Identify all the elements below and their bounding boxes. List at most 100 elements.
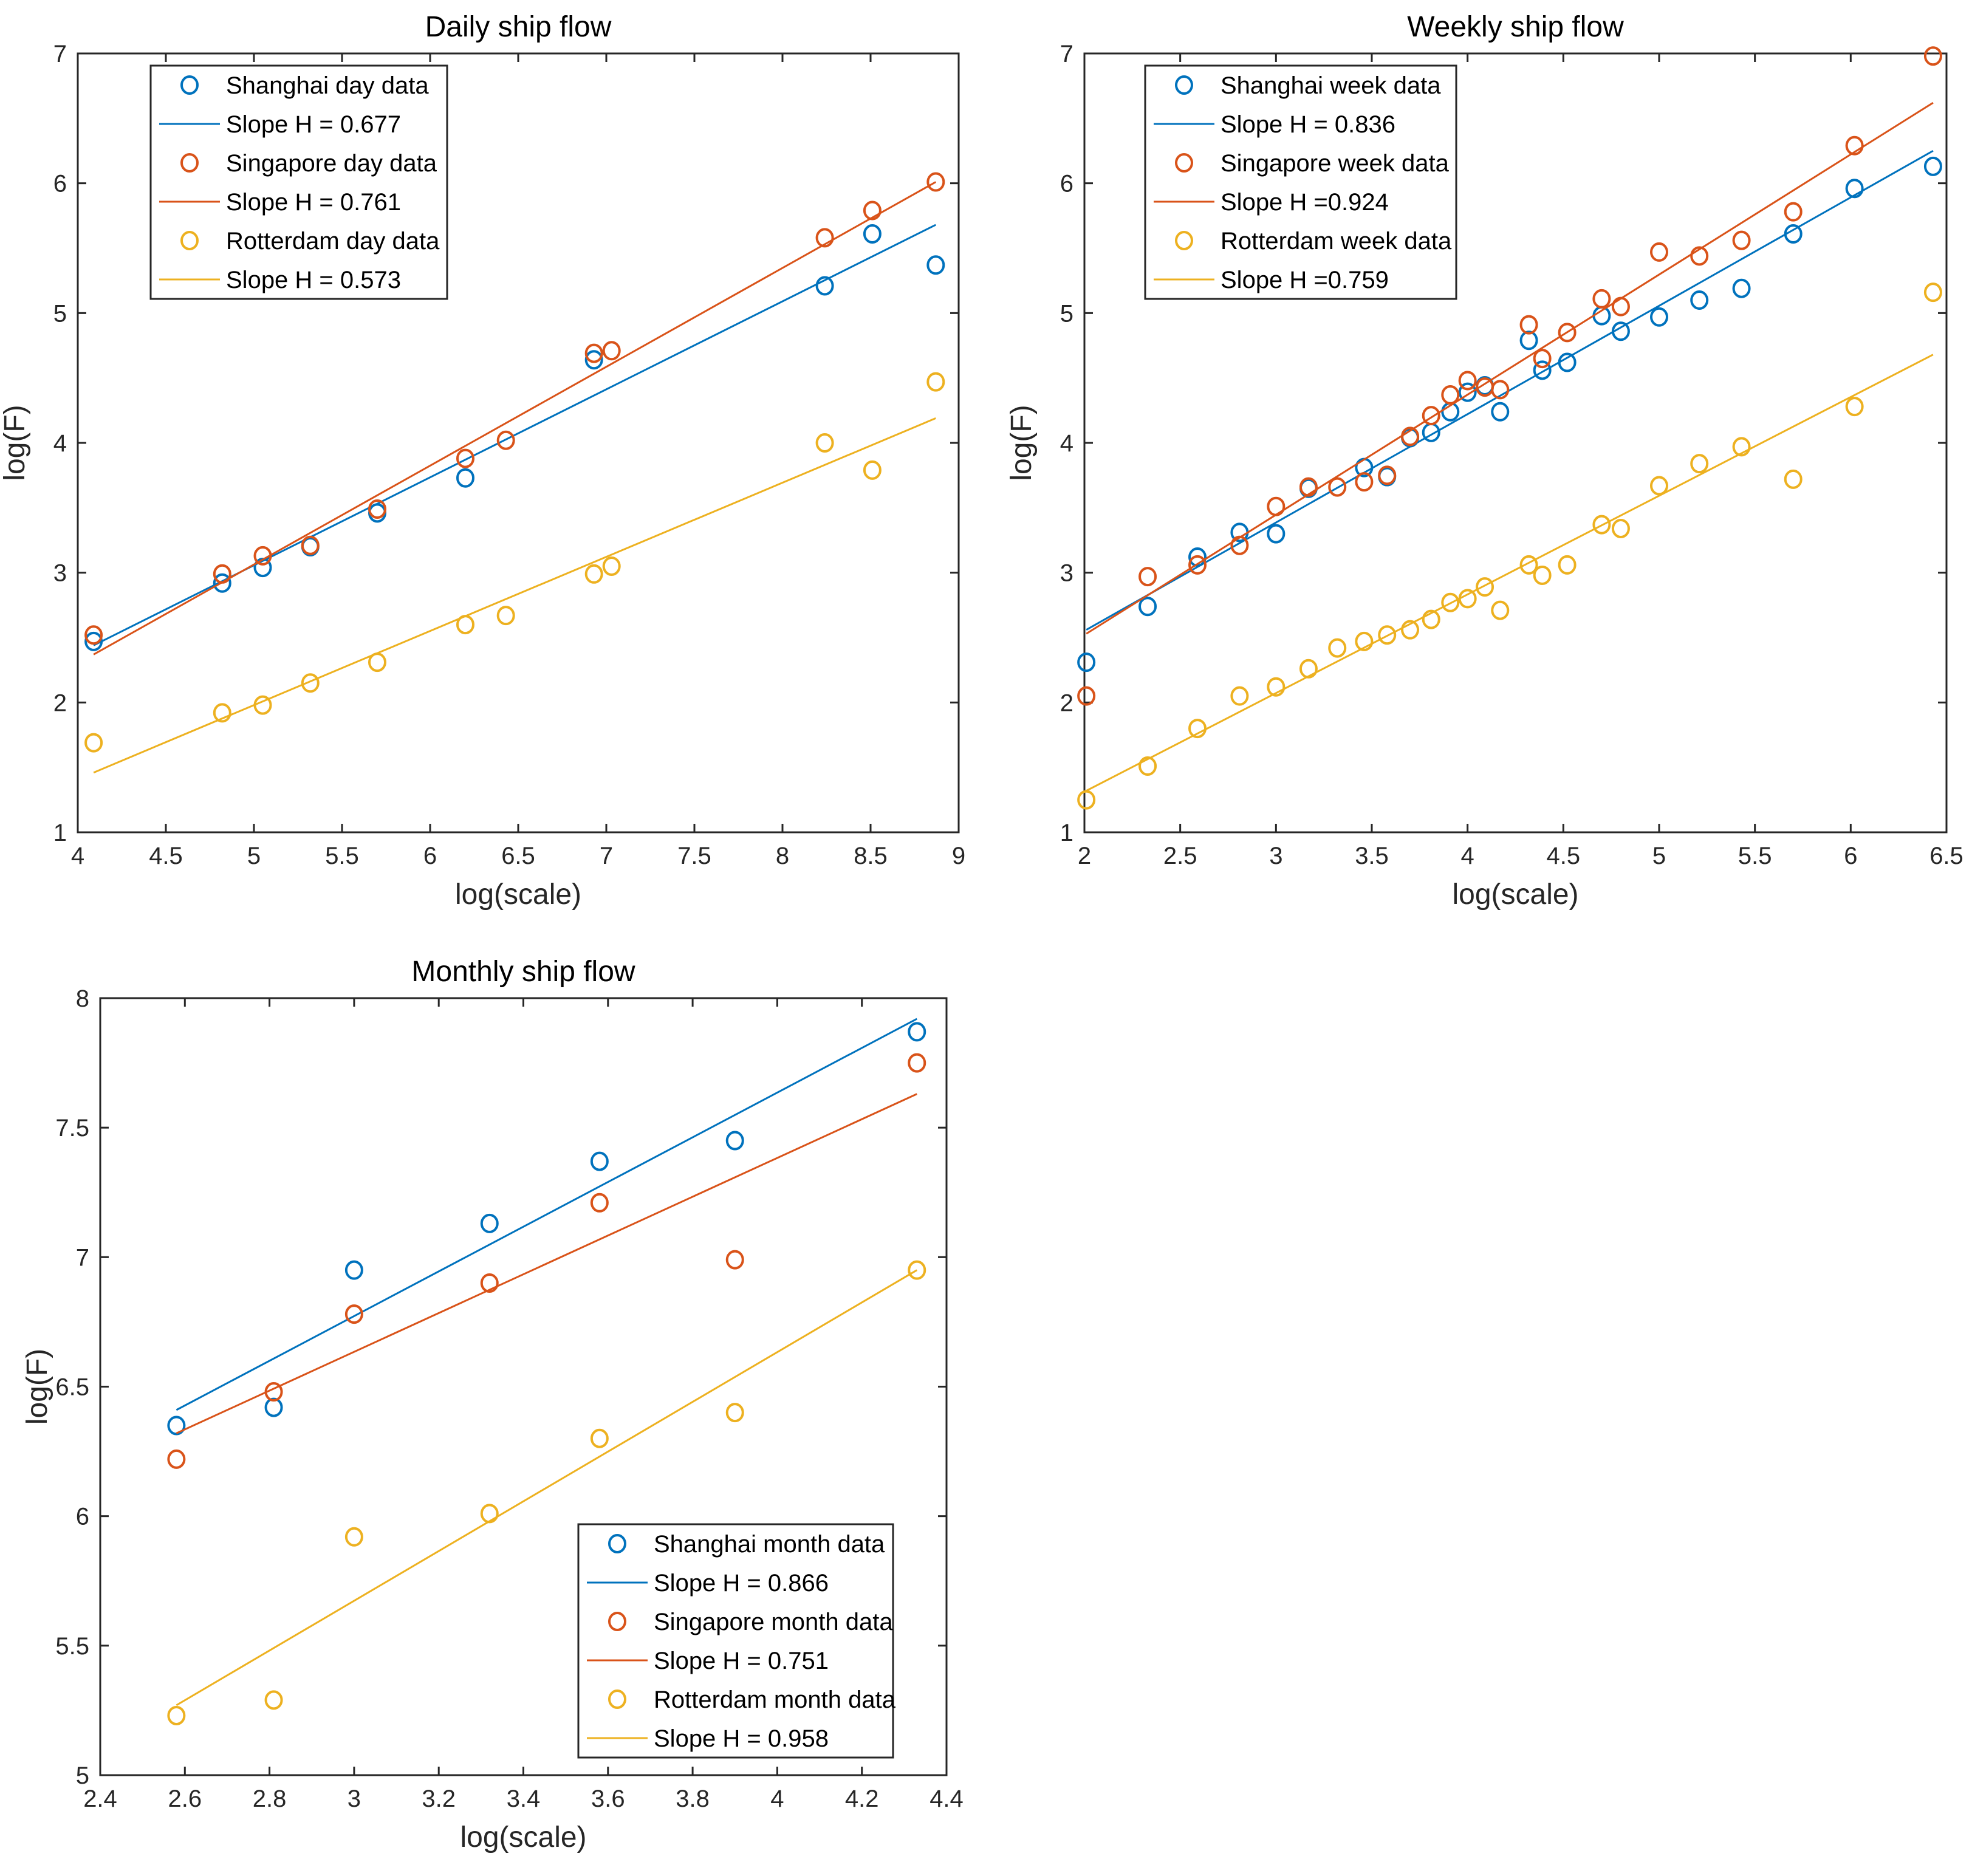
legend-marker: [180, 75, 199, 95]
data-point: [1611, 296, 1630, 317]
data-point: [725, 1131, 744, 1151]
data-point: [1401, 620, 1420, 640]
data-point: [1077, 686, 1096, 706]
series-rotterdam-month-data: [167, 1260, 926, 1725]
data-point: [1519, 330, 1538, 351]
legend-entry-fit: Slope H = 0.751: [654, 1648, 829, 1674]
y-tick-label: 1: [53, 820, 67, 846]
data-point: [253, 695, 272, 715]
x-tick-label: 3.2: [422, 1785, 456, 1812]
legend-box: [1144, 64, 1457, 300]
y-tick-label: 6: [76, 1504, 89, 1530]
data-point: [602, 341, 621, 361]
legend-entry-data: Singapore week data: [1221, 150, 1450, 177]
data-point: [1611, 321, 1630, 341]
data-point: [725, 1403, 744, 1423]
x-tick-label: 5: [247, 843, 261, 869]
legend-entry-fit: Slope H = 0.836: [1221, 111, 1395, 138]
data-point: [167, 1705, 186, 1725]
legend-marker: [180, 231, 199, 250]
x-tick-label: 7: [600, 843, 613, 869]
legend: Shanghai week data Slope H = 0.836 Singapo…: [1144, 64, 1457, 300]
data-point: [908, 1022, 926, 1042]
data-point: [1533, 565, 1552, 585]
data-point: [1533, 360, 1552, 380]
data-point: [1378, 625, 1397, 645]
data-point: [496, 606, 515, 626]
legend: Shanghai month data Slope H = 0.866 Singap…: [577, 1523, 896, 1759]
data-point: [84, 625, 103, 645]
series-singapore-month-data: [167, 1053, 926, 1469]
legend-entry-fit: Slope H = 0.573: [226, 267, 401, 293]
x-axis-label: log(scale): [460, 1821, 586, 1854]
y-tick-label: 5: [1060, 300, 1073, 327]
data-point: [1267, 524, 1286, 544]
data-point: [1355, 472, 1374, 492]
y-axis-label: log(F): [21, 1349, 53, 1425]
data-point: [368, 499, 386, 519]
data-point: [496, 430, 515, 450]
legend-entry-data: Rotterdam day data: [226, 228, 440, 255]
data-point: [1491, 402, 1510, 422]
data-point: [1732, 230, 1751, 250]
legend-entry-data: Rotterdam week data: [1221, 228, 1452, 255]
data-point: [1690, 290, 1709, 310]
x-tick-label: 6.5: [501, 843, 535, 869]
data-point: [480, 1504, 499, 1524]
data-point: [456, 448, 474, 468]
data-point: [1491, 600, 1510, 620]
data-point: [456, 615, 474, 635]
data-point: [1458, 371, 1477, 391]
legend-marker: [1175, 153, 1193, 173]
data-point: [264, 1690, 283, 1710]
data-point: [1299, 477, 1318, 497]
data-point: [1558, 555, 1577, 575]
legend-entry-fit: Slope H =0.759: [1221, 267, 1389, 293]
fit-line: [93, 417, 936, 774]
series-singapore-week-data: [1077, 46, 1942, 706]
data-point: [1138, 567, 1157, 587]
data-point: [863, 460, 882, 480]
y-tick-label: 8: [76, 985, 89, 1012]
x-tick-label: 4.5: [149, 843, 183, 869]
x-axis-label: log(scale): [455, 878, 581, 911]
data-point: [1592, 289, 1611, 309]
data-point: [1845, 397, 1864, 417]
y-tick-label: 7.5: [55, 1115, 89, 1142]
data-point: [264, 1382, 283, 1402]
legend-marker: [608, 1534, 626, 1553]
x-tick-label: 5.5: [1738, 843, 1772, 869]
fit-line: [176, 1018, 917, 1411]
x-tick-label: 3.4: [507, 1785, 541, 1812]
data-point: [213, 564, 231, 584]
x-tick-label: 3: [1269, 843, 1282, 869]
data-point: [1441, 385, 1460, 405]
series-shanghai-month-data: [167, 1018, 926, 1436]
data-point: [863, 200, 882, 221]
data-point: [584, 350, 603, 370]
data-point: [926, 172, 945, 192]
data-point: [908, 1260, 926, 1280]
legend-entry-data: Singapore day data: [226, 150, 437, 177]
data-point: [1845, 135, 1864, 156]
data-point: [1923, 46, 1942, 66]
y-tick-label: 7: [76, 1244, 89, 1271]
data-point: [264, 1397, 283, 1417]
x-tick-label: 4.5: [1547, 843, 1581, 869]
x-tick-label: 6: [1844, 843, 1857, 869]
data-point: [301, 535, 320, 555]
x-tick-label: 2.5: [1163, 843, 1197, 869]
data-point: [167, 1449, 186, 1469]
data-point: [1650, 307, 1668, 327]
data-point: [84, 631, 103, 651]
data-point: [1378, 465, 1397, 485]
x-tick-label: 8: [776, 843, 789, 869]
chart-panel-3: 2.4 2.6 2.8 3 3.2 3.4 3.6 3.8 4 4.2 4.4 5 5.5 6 6.5 7 7.…: [21, 956, 964, 1854]
legend-marker: [608, 1689, 626, 1709]
legend-entry-fit: Slope H =0.924: [1221, 189, 1389, 216]
data-point: [590, 1151, 609, 1171]
y-tick-label: 2: [1060, 690, 1073, 716]
data-point: [84, 733, 103, 753]
data-point: [1491, 380, 1510, 400]
